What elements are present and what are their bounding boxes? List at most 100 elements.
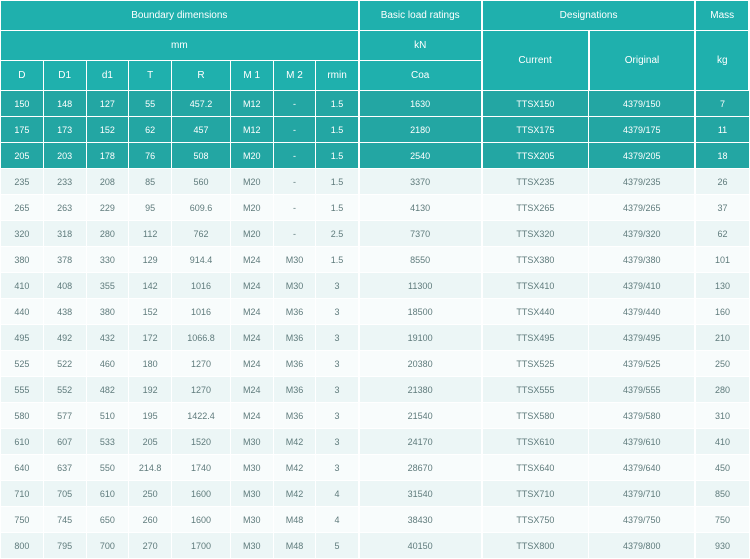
cell-Org: 4379/440 [589,299,696,325]
cell-R: 609.6 [172,195,231,221]
cell-Cur: TTSX410 [482,273,589,299]
cell-Coa: 8550 [359,247,482,273]
cell-D: 800 [1,533,44,559]
cell-d1: 330 [86,247,129,273]
cell-Coa: 20380 [359,351,482,377]
cell-Cur: TTSX175 [482,117,589,143]
cell-Coa: 11300 [359,273,482,299]
cell-D1: 173 [43,117,86,143]
cell-D1: 705 [43,481,86,507]
cell-R: 1422.4 [172,403,231,429]
cell-Org: 4379/555 [589,377,696,403]
cell-Cur: TTSX235 [482,169,589,195]
col-T: T [129,61,172,91]
cell-d1: 208 [86,169,129,195]
cell-rmin: 3 [316,455,359,481]
cell-T: 205 [129,429,172,455]
cell-Org: 4379/150 [589,91,696,117]
cell-M1: M20 [230,221,273,247]
cell-Org: 4379/610 [589,429,696,455]
cell-T: 152 [129,299,172,325]
cell-M2: - [273,195,316,221]
cell-Mass: 130 [695,273,749,299]
cell-T: 112 [129,221,172,247]
cell-M2: M30 [273,273,316,299]
cell-Cur: TTSX380 [482,247,589,273]
cell-T: 62 [129,117,172,143]
cell-D1: 438 [43,299,86,325]
col-d1: d1 [86,61,129,91]
cell-Coa: 2540 [359,143,482,169]
cell-Coa: 31540 [359,481,482,507]
cell-D1: 263 [43,195,86,221]
cell-Org: 4379/640 [589,455,696,481]
table-row: 20520317876508M20-1.52540TTSX2054379/205… [1,143,750,169]
cell-d1: 510 [86,403,129,429]
cell-M2: M36 [273,377,316,403]
table-row: 26526322995609.6M20-1.54130TTSX2654379/2… [1,195,750,221]
cell-M1: M30 [230,429,273,455]
table-row: 380378330129914.4M24M301.58550TTSX380437… [1,247,750,273]
cell-R: 1600 [172,481,231,507]
col-M1: M 1 [230,61,273,91]
cell-R: 1066.8 [172,325,231,351]
cell-D1: 745 [43,507,86,533]
table-row: 4104083551421016M24M30311300TTSX4104379/… [1,273,750,299]
cell-Mass: 7 [695,91,749,117]
cell-Org: 4379/525 [589,351,696,377]
cell-rmin: 3 [316,403,359,429]
cell-D1: 552 [43,377,86,403]
table-row: 15014812755457.2M12-1.51630TTSX1504379/1… [1,91,750,117]
cell-rmin: 3 [316,325,359,351]
cell-Mass: 410 [695,429,749,455]
spec-table: Boundary dimensions Basic load ratings D… [0,0,750,559]
cell-D: 380 [1,247,44,273]
table-row: 4954924321721066.8M24M36319100TTSX495437… [1,325,750,351]
col-rmin: rmin [316,61,359,91]
cell-Coa: 1630 [359,91,482,117]
cell-d1: 550 [86,455,129,481]
cell-Coa: 40150 [359,533,482,559]
cell-D1: 408 [43,273,86,299]
cell-D: 750 [1,507,44,533]
cell-Cur: TTSX555 [482,377,589,403]
hdr-current: Current [482,31,589,91]
cell-Org: 4379/800 [589,533,696,559]
cell-D1: 577 [43,403,86,429]
cell-Mass: 750 [695,507,749,533]
cell-Coa: 28670 [359,455,482,481]
cell-D1: 378 [43,247,86,273]
cell-T: 95 [129,195,172,221]
cell-M1: M24 [230,299,273,325]
cell-M1: M24 [230,247,273,273]
cell-D: 235 [1,169,44,195]
cell-d1: 280 [86,221,129,247]
cell-Org: 4379/175 [589,117,696,143]
cell-T: 214.8 [129,455,172,481]
cell-rmin: 3 [316,351,359,377]
cell-Org: 4379/495 [589,325,696,351]
cell-Mass: 930 [695,533,749,559]
cell-T: 260 [129,507,172,533]
cell-D1: 795 [43,533,86,559]
cell-Mass: 101 [695,247,749,273]
cell-T: 270 [129,533,172,559]
cell-D: 265 [1,195,44,221]
cell-d1: 355 [86,273,129,299]
cell-M2: M42 [273,455,316,481]
cell-rmin: 4 [316,481,359,507]
cell-Mass: 250 [695,351,749,377]
hdr-kg: kg [695,31,749,91]
cell-M1: M24 [230,377,273,403]
cell-T: 250 [129,481,172,507]
table-header: Boundary dimensions Basic load ratings D… [1,1,750,91]
cell-T: 85 [129,169,172,195]
cell-Coa: 7370 [359,221,482,247]
cell-D: 205 [1,143,44,169]
cell-T: 180 [129,351,172,377]
cell-R: 457.2 [172,91,231,117]
cell-d1: 178 [86,143,129,169]
cell-R: 1016 [172,273,231,299]
cell-Org: 4379/580 [589,403,696,429]
cell-D: 710 [1,481,44,507]
